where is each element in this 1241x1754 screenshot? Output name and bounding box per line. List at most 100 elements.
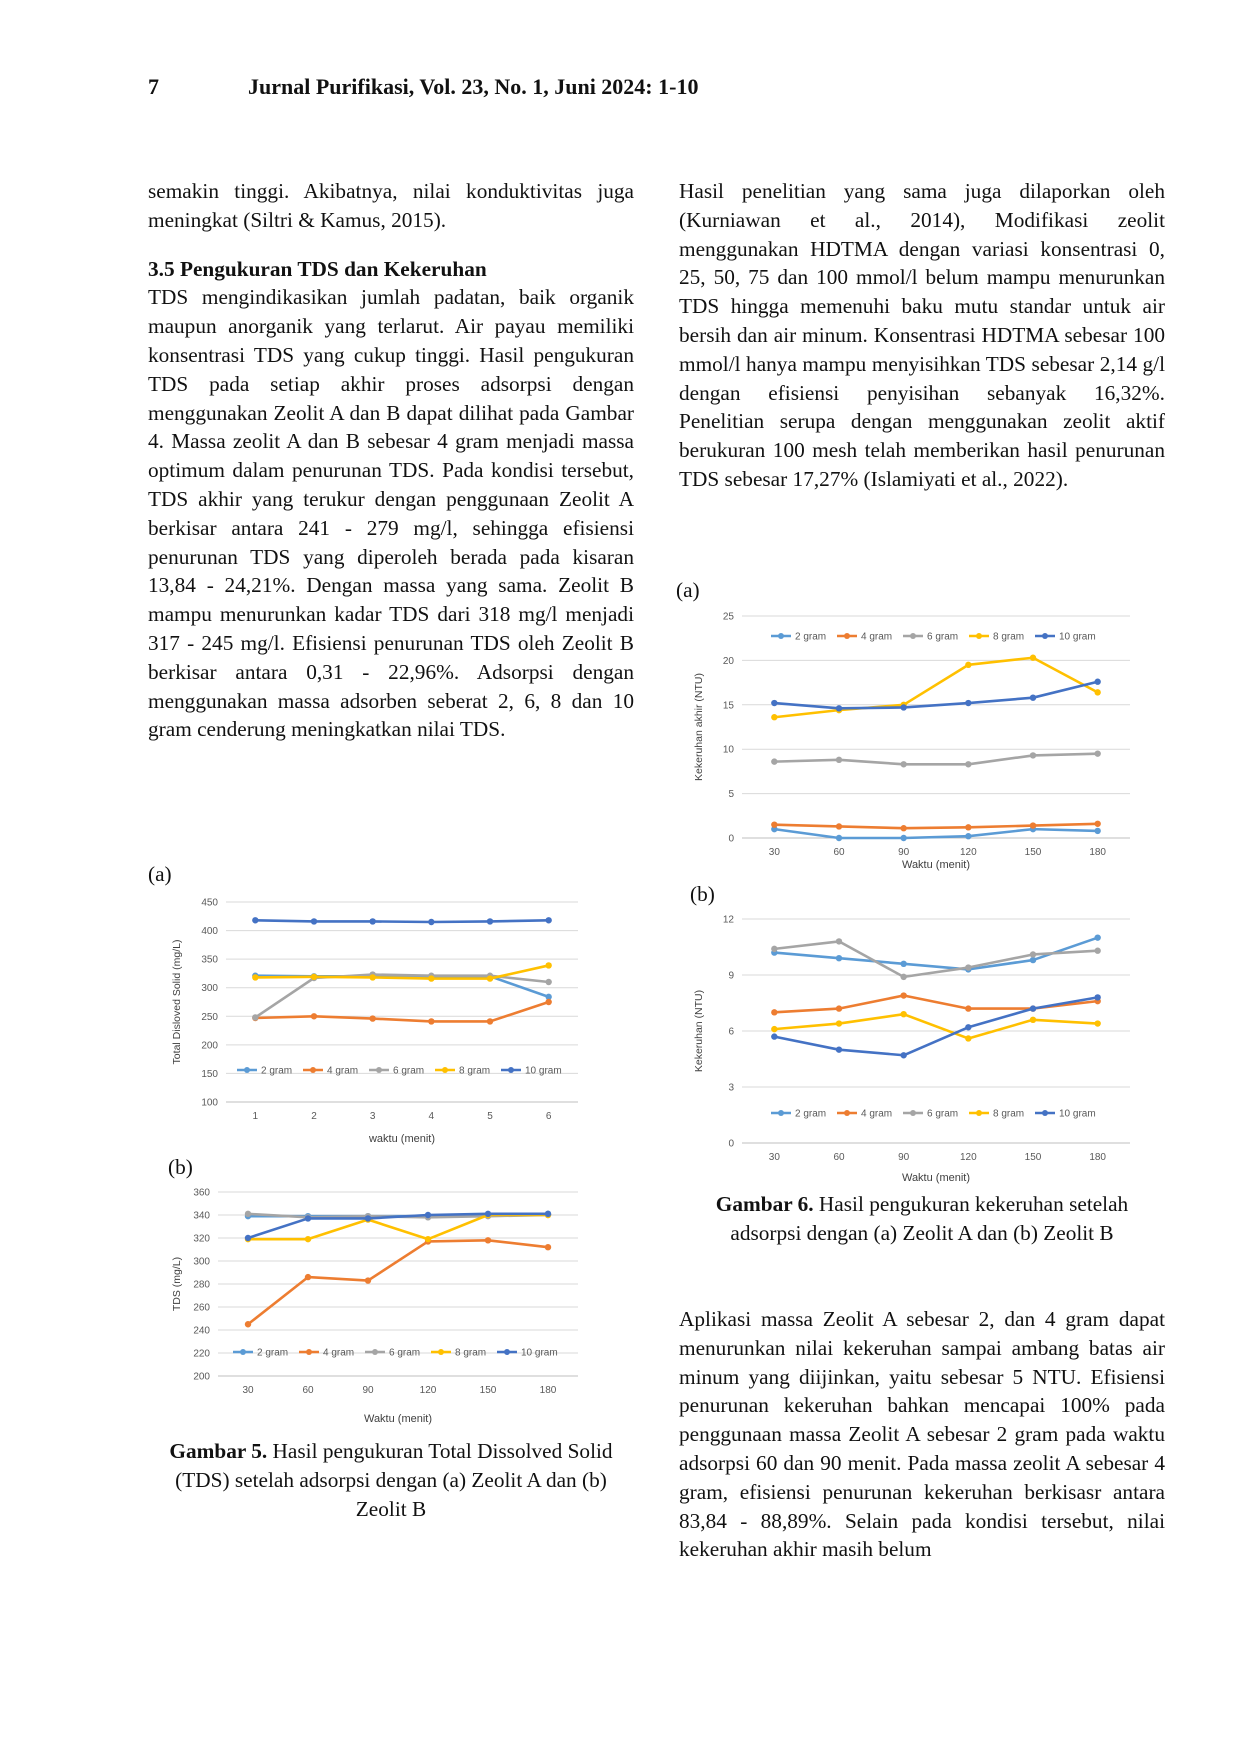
journal-title: Jurnal Purifikasi, Vol. 23, No. 1, Juni … bbox=[248, 74, 699, 99]
data-point-10-gram bbox=[771, 699, 778, 707]
legend-marker-6-gram bbox=[372, 1349, 378, 1355]
x-tick-label: 6 bbox=[546, 1111, 552, 1122]
data-point-10-gram bbox=[252, 917, 259, 924]
series-line-8-gram bbox=[774, 1012, 1098, 1040]
y-tick-label: 15 bbox=[723, 700, 735, 711]
data-point-2-gram bbox=[545, 993, 552, 1001]
figure-5-caption: Gambar 5. Hasil pengukuran Total Dissolv… bbox=[148, 1437, 634, 1523]
data-point-8-gram bbox=[835, 1020, 843, 1027]
data-point-10-gram bbox=[544, 1210, 552, 1218]
y-tick-label: 300 bbox=[193, 1257, 210, 1268]
y-tick-label: 260 bbox=[193, 1303, 210, 1314]
legend-marker-4-gram bbox=[844, 1110, 850, 1116]
legend-label-2-gram: 2 gram bbox=[257, 1348, 288, 1359]
data-point-10-gram bbox=[545, 917, 552, 924]
x-tick-label: 4 bbox=[429, 1111, 435, 1122]
data-point-4-gram bbox=[544, 1244, 552, 1251]
left-paragraph-2: TDS mengindikasikan jumlah padatan, baik… bbox=[148, 285, 634, 742]
y-tick-label: 200 bbox=[193, 1372, 210, 1383]
x-tick-label: 60 bbox=[833, 847, 845, 858]
data-point-2-gram bbox=[900, 960, 907, 967]
legend-label-4-gram: 4 gram bbox=[327, 1066, 358, 1077]
x-tick-label: 3 bbox=[370, 1111, 376, 1122]
data-point-6-gram bbox=[771, 758, 778, 765]
data-point-10-gram bbox=[364, 1215, 372, 1222]
legend-marker-6-gram bbox=[376, 1067, 382, 1073]
legend-marker-2-gram bbox=[244, 1067, 250, 1073]
y-tick-label: 280 bbox=[193, 1280, 210, 1291]
data-point-2-gram bbox=[835, 834, 843, 842]
data-point-2-gram bbox=[771, 825, 778, 833]
data-point-2-gram bbox=[1029, 956, 1037, 964]
data-point-8-gram bbox=[545, 962, 552, 969]
fig5a-label: (a) bbox=[148, 862, 172, 886]
data-point-10-gram bbox=[965, 699, 972, 707]
series-line-2-gram bbox=[774, 827, 1098, 840]
legend-marker-4-gram bbox=[844, 633, 850, 639]
data-point-4-gram bbox=[900, 992, 907, 999]
left-paragraph-1: semakin tinggi. Akibatnya, nilai kondukt… bbox=[148, 179, 634, 232]
x-tick-label: 120 bbox=[420, 1385, 437, 1396]
chart-fig5b: 200 220 240 260 280 300 320 340 360 30 60 90 120 150 1… bbox=[168, 1180, 588, 1430]
data-point-8-gram bbox=[252, 974, 259, 981]
y-tick-label: 6 bbox=[728, 1027, 734, 1038]
data-point-4-gram bbox=[1029, 822, 1037, 829]
right-column-bottom: Aplikasi massa Zeolit A sebesar 2, dan 4… bbox=[679, 1305, 1165, 1564]
y-axis-label: Kekeruhan akhir (NTU) bbox=[693, 673, 705, 781]
data-point-6-gram bbox=[1094, 750, 1101, 757]
data-point-8-gram bbox=[771, 714, 778, 721]
data-point-8-gram bbox=[965, 1035, 972, 1042]
x-tick-label: 60 bbox=[833, 1152, 845, 1163]
data-point-4-gram bbox=[244, 1321, 252, 1328]
legend-marker-2-gram bbox=[778, 1110, 784, 1116]
x-tick-label: 120 bbox=[960, 1152, 977, 1163]
chart-fig6b-svg: 0 3 6 9 12 30 60 90 120 150 180 Waktu (menit) Kekeru… bbox=[693, 915, 1130, 1184]
legend-marker-8-gram bbox=[442, 1067, 448, 1073]
data-point-8-gram bbox=[1094, 689, 1101, 696]
y-tick-label: 10 bbox=[723, 745, 735, 756]
right-paragraph-1: Hasil penelitian yang sama juga dilapork… bbox=[679, 179, 1165, 491]
data-point-6-gram bbox=[900, 973, 907, 981]
data-point-6-gram bbox=[900, 761, 907, 768]
fig5b-label: (b) bbox=[168, 1155, 193, 1179]
x-axis-label: Waktu (menit) bbox=[902, 1172, 970, 1184]
legend-label-2-gram: 2 gram bbox=[795, 1109, 826, 1120]
legend-label-8-gram: 8 gram bbox=[455, 1348, 486, 1359]
y-tick-label: 240 bbox=[193, 1326, 210, 1337]
legend-label-6-gram: 6 gram bbox=[927, 632, 958, 643]
data-point-8-gram bbox=[1094, 1020, 1101, 1027]
legend-marker-6-gram bbox=[910, 633, 916, 639]
legend-marker-10-gram bbox=[1042, 633, 1048, 639]
data-point-4-gram bbox=[965, 1005, 972, 1012]
figure-6-caption-label: Gambar 6. bbox=[715, 1192, 814, 1216]
y-tick-label: 300 bbox=[201, 983, 218, 994]
data-point-8-gram bbox=[486, 975, 494, 982]
data-point-10-gram bbox=[1094, 994, 1101, 1001]
data-point-2-gram bbox=[835, 955, 843, 962]
data-point-4-gram bbox=[304, 1273, 312, 1281]
data-point-6-gram bbox=[835, 756, 843, 764]
series-line-4-gram bbox=[774, 994, 1098, 1014]
x-axis-label: Waktu (menit) bbox=[902, 859, 970, 871]
data-point-6-gram bbox=[252, 1014, 259, 1021]
series-line-6-gram bbox=[774, 752, 1098, 766]
y-tick-label: 150 bbox=[201, 1069, 218, 1080]
data-point-4-gram bbox=[771, 1009, 778, 1016]
data-point-4-gram bbox=[428, 1018, 435, 1025]
legend-label-10-gram: 10 gram bbox=[1059, 632, 1096, 643]
y-tick-label: 250 bbox=[201, 1012, 218, 1023]
figure-5-caption-text: Hasil pengukuran Total Dissolved Solid (… bbox=[175, 1439, 613, 1521]
data-point-2-gram bbox=[1094, 827, 1101, 835]
y-tick-label: 360 bbox=[193, 1188, 210, 1199]
y-tick-label: 320 bbox=[193, 1234, 210, 1245]
data-point-10-gram bbox=[900, 1052, 907, 1059]
legend-marker-8-gram bbox=[438, 1349, 444, 1355]
legend-label-2-gram: 2 gram bbox=[261, 1066, 292, 1077]
x-tick-label: 90 bbox=[362, 1385, 374, 1396]
right-column-top: Hasil penelitian yang sama juga dilapork… bbox=[679, 177, 1165, 494]
legend-marker-6-gram bbox=[910, 1110, 916, 1116]
data-point-10-gram bbox=[965, 1024, 972, 1031]
y-tick-label: 20 bbox=[723, 656, 735, 667]
data-point-4-gram bbox=[484, 1237, 492, 1244]
legend-marker-10-gram bbox=[504, 1349, 510, 1355]
